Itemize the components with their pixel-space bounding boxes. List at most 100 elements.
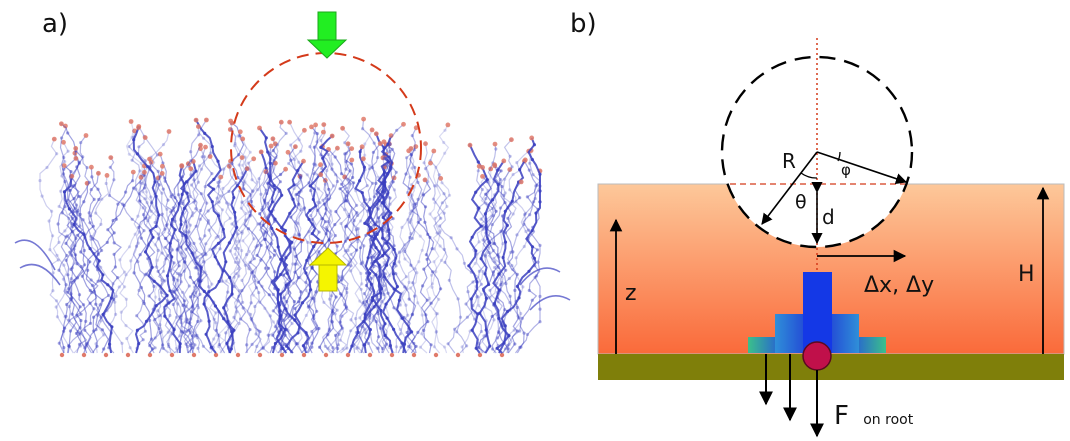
chain-bead: [191, 292, 195, 296]
chain-bead: [84, 342, 88, 346]
chain-bead: [343, 239, 348, 243]
end-bead: [237, 129, 243, 135]
chain-bead: [237, 260, 241, 264]
chain-bead: [181, 199, 185, 203]
chain-bead: [190, 305, 194, 309]
chain-bead: [374, 273, 378, 277]
chain-bead: [200, 266, 204, 271]
chain-bead: [195, 255, 199, 259]
chain-bead: [362, 165, 366, 169]
chain-bead: [336, 346, 340, 351]
end-bead: [136, 125, 141, 130]
chain-bead: [515, 305, 519, 310]
chain-bead: [185, 225, 189, 229]
chain-bead: [141, 299, 145, 303]
chain-bead: [437, 297, 441, 301]
chain-bead: [252, 237, 256, 241]
chain-bead: [484, 201, 488, 205]
chain-bead: [348, 244, 352, 248]
chain-bead: [228, 275, 232, 280]
chain-bead: [69, 267, 73, 271]
chain-bead: [68, 250, 72, 254]
chain-bead: [366, 256, 370, 260]
chain-bead: [382, 278, 387, 282]
chain-bead: [382, 183, 387, 188]
chain-bead: [255, 180, 259, 184]
chain-bead: [278, 180, 282, 184]
end-bead: [258, 149, 264, 155]
chain-bead: [170, 193, 175, 197]
polymer-chain: [426, 124, 450, 354]
chain-bead: [311, 197, 315, 201]
chain-bead: [339, 221, 343, 226]
chain-bead: [66, 273, 70, 277]
chain-bead: [346, 249, 350, 253]
chain-bead: [274, 305, 278, 309]
chain-bead: [471, 280, 475, 284]
chain-bead: [340, 182, 344, 186]
end-bead: [431, 148, 437, 154]
chain-bead: [207, 290, 211, 294]
polymer-chain: [188, 166, 237, 354]
end-bead: [340, 125, 345, 131]
polymer-chain: [242, 143, 279, 354]
end-bead: [313, 122, 318, 128]
chain-bead: [78, 332, 82, 336]
chain-bead: [176, 302, 180, 306]
chain-bead: [221, 227, 225, 231]
chain-bead: [267, 293, 271, 297]
chain-bead: [383, 288, 388, 292]
chain-bead: [203, 131, 207, 135]
chain-bead: [455, 247, 459, 251]
chain-bead: [54, 299, 59, 303]
chain-bead: [224, 303, 228, 307]
end-bead: [388, 133, 394, 139]
chain-bead: [411, 281, 415, 285]
chain-bead: [503, 347, 508, 351]
chain-bead: [188, 275, 192, 279]
chain-bead: [157, 297, 162, 301]
chain-bead: [380, 213, 385, 217]
chain-bead: [494, 209, 498, 213]
chain-bead: [382, 157, 386, 161]
chain-bead: [503, 308, 507, 312]
chain-bead: [515, 161, 519, 165]
chain-bead: [349, 329, 353, 333]
chain-bead: [207, 285, 211, 289]
chain-bead: [114, 294, 118, 298]
chain-bead: [372, 264, 376, 269]
chain-bead: [79, 265, 83, 269]
anchor-bead: [103, 352, 109, 358]
chain-bead: [443, 128, 447, 132]
end-bead: [72, 150, 78, 156]
chain-bead: [399, 332, 403, 336]
chain-bead: [506, 309, 510, 313]
chain-bead: [344, 305, 348, 309]
chain-bead: [297, 160, 301, 164]
chain-bead: [410, 236, 414, 241]
polymer-chain: [430, 178, 451, 354]
chain-bead: [239, 206, 243, 210]
chain-bead: [88, 288, 92, 293]
end-bead: [84, 180, 90, 186]
chain-bead: [214, 311, 218, 315]
chain-bead: [524, 211, 528, 215]
chain-bead: [237, 321, 241, 326]
chain-bead: [522, 222, 526, 226]
end-bead: [492, 141, 498, 147]
label-theta: θ: [795, 191, 807, 213]
chain-bead: [97, 197, 101, 202]
chain-bead: [192, 281, 196, 285]
chain-bead: [66, 290, 70, 294]
chain-bead: [443, 345, 447, 349]
chain-bead: [382, 260, 386, 265]
chain-bead: [296, 300, 301, 304]
chain-bead: [38, 179, 42, 183]
chain-bead: [178, 334, 182, 338]
chain-bead: [317, 250, 321, 254]
chain-bead: [147, 294, 151, 298]
chain-bead: [388, 202, 392, 206]
chain-bead: [68, 188, 72, 192]
chain-bead: [233, 252, 237, 256]
chain-bead: [397, 250, 402, 254]
